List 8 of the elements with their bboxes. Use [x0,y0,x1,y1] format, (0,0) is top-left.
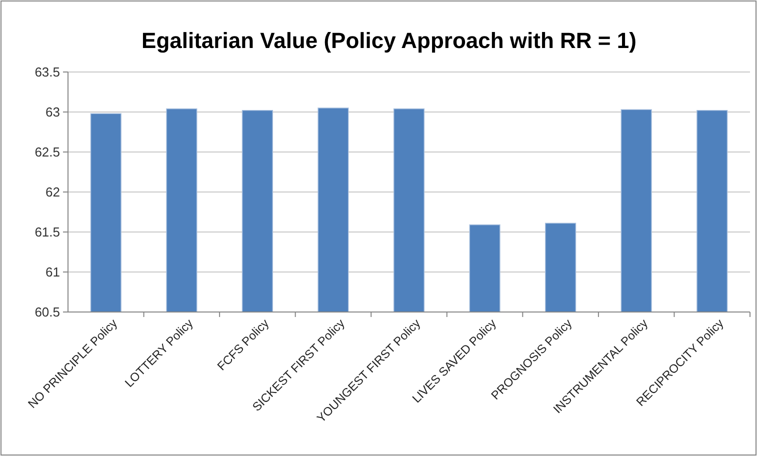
y-tick-label: 63 [46,104,60,120]
y-tick-label: 61 [46,264,60,280]
y-tick-label: 61.5 [34,224,60,240]
y-tick-label: 63.5 [34,64,60,80]
y-tick-label: 62.5 [34,144,60,160]
chart-title: Egalitarian Value (Policy Approach with RR = 1) [142,28,636,53]
y-tick-label: 62 [46,184,60,200]
y-tick-label: 60.5 [34,304,60,320]
